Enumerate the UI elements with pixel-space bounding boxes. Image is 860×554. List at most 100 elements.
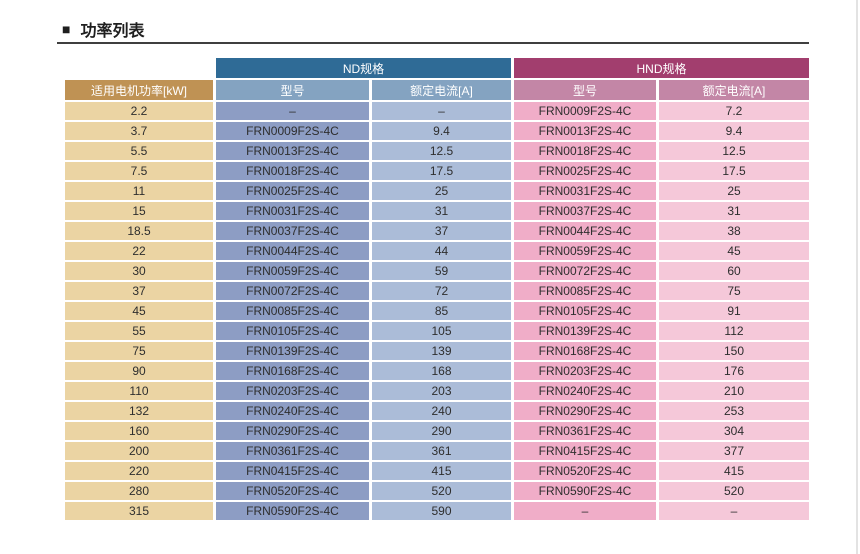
nd-model-cell: FRN0139F2S-4C [216, 342, 369, 360]
hnd-rated-current-cell: 75 [659, 282, 809, 300]
motor-power-cell: 2.2 [65, 102, 213, 120]
table-row: 90 FRN0168F2S-4C 168 FRN0203F2S-4C 176 [65, 362, 809, 380]
table-row: 18.5 FRN0037F2S-4C 37 FRN0044F2S-4C 38 [65, 222, 809, 240]
hnd-rated-current-cell: 17.5 [659, 162, 809, 180]
table-row: 30 FRN0059F2S-4C 59 FRN0072F2S-4C 60 [65, 262, 809, 280]
power-rating-table: ND规格 HND规格 适用电机功率[kW] 型号 额定电流[A] 型号 额定电流… [62, 56, 812, 522]
hnd-model-cell: FRN0085F2S-4C [514, 282, 656, 300]
nd-model-cell: – [216, 102, 369, 120]
hnd-model-cell: FRN0018F2S-4C [514, 142, 656, 160]
nd-model-cell: FRN0013F2S-4C [216, 142, 369, 160]
table-row: 132 FRN0240F2S-4C 240 FRN0290F2S-4C 253 [65, 402, 809, 420]
hnd-rated-current-cell: 415 [659, 462, 809, 480]
hnd-model-cell: FRN0203F2S-4C [514, 362, 656, 380]
table-row: 37 FRN0072F2S-4C 72 FRN0085F2S-4C 75 [65, 282, 809, 300]
nd-rated-current-cell: 139 [372, 342, 511, 360]
nd-rated-current-cell: 203 [372, 382, 511, 400]
table-row: 315 FRN0590F2S-4C 590– – [65, 502, 809, 520]
nd-model-cell: FRN0240F2S-4C [216, 402, 369, 420]
table-row: 2.2– – FRN0009F2S-4C 7.2 [65, 102, 809, 120]
motor-power-cell: 132 [65, 402, 213, 420]
hnd-rated-current-header: 额定电流[A] [659, 80, 809, 100]
table-row: 280 FRN0520F2S-4C 520 FRN0590F2S-4C 520 [65, 482, 809, 500]
hnd-rated-current-cell: – [659, 502, 809, 520]
nd-model-cell: FRN0072F2S-4C [216, 282, 369, 300]
nd-model-cell: FRN0168F2S-4C [216, 362, 369, 380]
motor-power-cell: 55 [65, 322, 213, 340]
nd-rated-current-cell: 31 [372, 202, 511, 220]
hnd-model-header: 型号 [514, 80, 656, 100]
hnd-rated-current-cell: 31 [659, 202, 809, 220]
hnd-model-cell: FRN0037F2S-4C [514, 202, 656, 220]
hnd-model-cell: FRN0139F2S-4C [514, 322, 656, 340]
table-row: 11 FRN0025F2S-4C 25 FRN0031F2S-4C 25 [65, 182, 809, 200]
motor-power-header: 适用电机功率[kW] [65, 80, 213, 100]
motor-power-cell: 5.5 [65, 142, 213, 160]
nd-model-cell: FRN0290F2S-4C [216, 422, 369, 440]
hnd-model-cell: FRN0590F2S-4C [514, 482, 656, 500]
nd-model-cell: FRN0018F2S-4C [216, 162, 369, 180]
table-row: 200 FRN0361F2S-4C 361 FRN0415F2S-4C 377 [65, 442, 809, 460]
hnd-rated-current-cell: 45 [659, 242, 809, 260]
table-row: 160 FRN0290F2S-4C 290 FRN0361F2S-4C 304 [65, 422, 809, 440]
table-row: 3.7 FRN0009F2S-4C 9.4 FRN0013F2S-4C 9.4 [65, 122, 809, 140]
hnd-model-cell: FRN0168F2S-4C [514, 342, 656, 360]
hnd-model-cell: – [514, 502, 656, 520]
hnd-model-cell: FRN0009F2S-4C [514, 102, 656, 120]
hnd-rated-current-cell: 25 [659, 182, 809, 200]
table-row: 7.5 FRN0018F2S-4C 17.5 FRN0025F2S-4C 17.5 [65, 162, 809, 180]
motor-power-cell: 37 [65, 282, 213, 300]
nd-model-cell: FRN0590F2S-4C [216, 502, 369, 520]
nd-spec-group-header: ND规格 [216, 58, 511, 78]
nd-model-cell: FRN0009F2S-4C [216, 122, 369, 140]
hnd-rated-current-cell: 9.4 [659, 122, 809, 140]
hnd-rated-current-cell: 91 [659, 302, 809, 320]
hnd-model-cell: FRN0025F2S-4C [514, 162, 656, 180]
motor-power-cell: 280 [65, 482, 213, 500]
nd-rated-current-cell: 9.4 [372, 122, 511, 140]
section-title-marker-icon: ■ [62, 21, 71, 37]
motor-power-cell: 75 [65, 342, 213, 360]
motor-power-cell: 200 [65, 442, 213, 460]
motor-power-cell: 90 [65, 362, 213, 380]
nd-rated-current-cell: 290 [372, 422, 511, 440]
hnd-model-cell: FRN0415F2S-4C [514, 442, 656, 460]
motor-power-cell: 160 [65, 422, 213, 440]
nd-rated-current-cell: 44 [372, 242, 511, 260]
group-header-row: ND规格 HND规格 [65, 58, 809, 78]
nd-model-cell: FRN0044F2S-4C [216, 242, 369, 260]
nd-rated-current-cell: 520 [372, 482, 511, 500]
motor-power-cell: 315 [65, 502, 213, 520]
nd-rated-current-cell: 12.5 [372, 142, 511, 160]
hnd-rated-current-cell: 304 [659, 422, 809, 440]
hnd-model-cell: FRN0361F2S-4C [514, 422, 656, 440]
hnd-model-cell: FRN0013F2S-4C [514, 122, 656, 140]
nd-model-cell: FRN0520F2S-4C [216, 482, 369, 500]
table-row: 15 FRN0031F2S-4C 31 FRN0037F2S-4C 31 [65, 202, 809, 220]
hnd-rated-current-cell: 7.2 [659, 102, 809, 120]
nd-rated-current-cell: 85 [372, 302, 511, 320]
nd-model-cell: FRN0361F2S-4C [216, 442, 369, 460]
table-row: 45 FRN0085F2S-4C 85 FRN0105F2S-4C 91 [65, 302, 809, 320]
nd-rated-current-cell: 25 [372, 182, 511, 200]
table-row: 110 FRN0203F2S-4C 203 FRN0240F2S-4C 210 [65, 382, 809, 400]
nd-model-cell: FRN0031F2S-4C [216, 202, 369, 220]
table-body: 2.2– – FRN0009F2S-4C 7.2 3.7 FRN0009F2S-4C 9.4… [65, 102, 809, 520]
nd-rated-current-header: 额定电流[A] [372, 80, 511, 100]
section-title-label: 功率列表 [80, 23, 145, 40]
hnd-rated-current-cell: 38 [659, 222, 809, 240]
motor-power-cell: 3.7 [65, 122, 213, 140]
nd-rated-current-cell: 590 [372, 502, 511, 520]
motor-power-cell: 11 [65, 182, 213, 200]
hnd-rated-current-cell: 176 [659, 362, 809, 380]
motor-power-cell: 30 [65, 262, 213, 280]
column-header-row: 适用电机功率[kW] 型号 额定电流[A] 型号 额定电流[A] [65, 80, 809, 100]
nd-rated-current-cell: 240 [372, 402, 511, 420]
motor-power-cell: 110 [65, 382, 213, 400]
nd-model-cell: FRN0025F2S-4C [216, 182, 369, 200]
hnd-rated-current-cell: 12.5 [659, 142, 809, 160]
hnd-model-cell: FRN0240F2S-4C [514, 382, 656, 400]
table-row: 5.5 FRN0013F2S-4C 12.5 FRN0018F2S-4C 12.5 [65, 142, 809, 160]
title-divider [57, 42, 809, 44]
hnd-rated-current-cell: 210 [659, 382, 809, 400]
